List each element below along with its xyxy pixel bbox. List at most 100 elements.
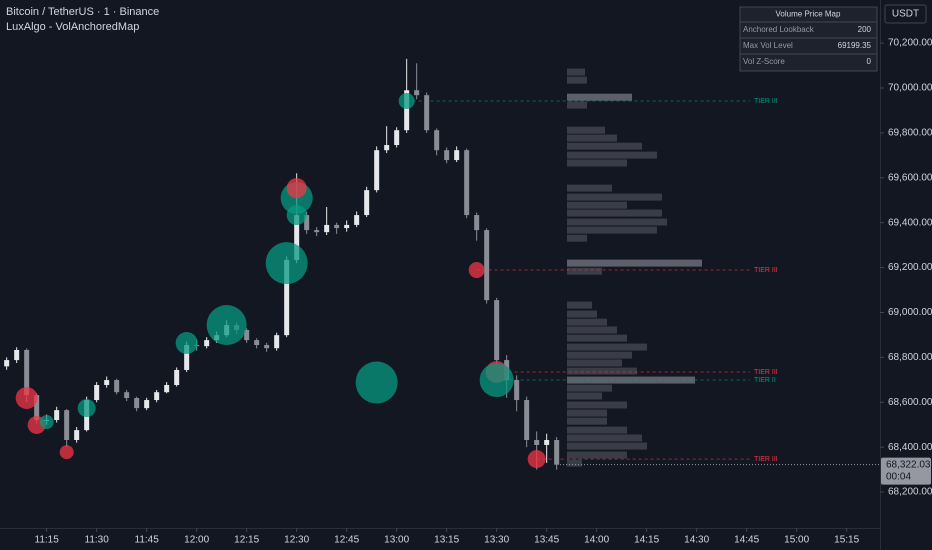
volume-bar — [567, 126, 605, 134]
candle-body — [404, 90, 410, 131]
volume-bar — [567, 218, 667, 226]
indicator-name: LuxAlgo - VolAnchoredMap — [6, 21, 139, 33]
candle-body — [264, 345, 270, 349]
x-tick-label: 14:45 — [734, 535, 759, 546]
y-tick-label: 68,200.00 — [888, 487, 932, 498]
candle-body — [434, 130, 440, 151]
candle-body — [484, 230, 490, 301]
x-tick-label: 15:15 — [834, 535, 859, 546]
candle-body — [464, 150, 470, 216]
volume-bar — [567, 310, 597, 318]
x-tick-label: 11:30 — [85, 535, 110, 546]
table-value: 200 — [858, 25, 872, 34]
volume-bar — [567, 193, 662, 201]
candle-body — [544, 440, 550, 445]
table-label: Max Vol Level — [743, 41, 793, 50]
volume-bar — [567, 234, 587, 242]
volume-bubble — [175, 332, 198, 355]
candle-body — [364, 190, 370, 216]
tier-label: TIER III — [754, 267, 778, 274]
candle-body — [134, 398, 140, 409]
candle-body — [54, 410, 60, 421]
volume-bar — [567, 343, 647, 351]
volume-bar — [567, 359, 622, 367]
volume-bar — [567, 201, 627, 209]
volume-bar — [567, 184, 612, 192]
table-value: 0 — [867, 57, 872, 66]
candle-body — [334, 224, 340, 229]
candle-body — [64, 410, 70, 440]
table-label: Vol Z-Score — [743, 57, 785, 66]
candle-body — [14, 349, 20, 361]
candle-body — [554, 440, 560, 465]
last-price-badge — [881, 457, 931, 485]
x-tick-label: 11:45 — [135, 535, 160, 546]
volume-bar — [567, 384, 612, 392]
volume-bar — [567, 301, 592, 309]
currency-box[interactable] — [884, 4, 927, 24]
y-tick-label: 69,000.00 — [888, 307, 932, 318]
volume-bubble — [265, 242, 308, 285]
volume-bar — [567, 426, 627, 434]
candle-body — [514, 380, 520, 401]
volume-bubble — [355, 361, 398, 404]
candle-body — [114, 380, 120, 393]
candle-body — [454, 150, 460, 161]
candle-body — [304, 215, 310, 231]
volume-bar — [567, 93, 632, 101]
countdown: 00:04 — [886, 471, 911, 482]
volume-bar — [567, 401, 627, 409]
volume-bar — [567, 451, 627, 459]
candle-body — [94, 385, 100, 401]
volume-bar — [567, 134, 617, 142]
volume-bar — [567, 409, 607, 417]
volume-bar — [567, 142, 642, 150]
volume-bar — [567, 209, 662, 217]
volume-bubble — [77, 399, 96, 418]
candle-body — [74, 430, 80, 440]
y-tick-label: 68,800.00 — [888, 352, 932, 363]
candle-body — [184, 345, 190, 370]
x-tick-label: 12:45 — [334, 535, 359, 546]
y-tick-label: 70,000.00 — [888, 83, 932, 94]
candle-body — [244, 330, 250, 341]
candle-body — [344, 224, 350, 229]
volume-bar — [567, 367, 637, 375]
volume-bar — [567, 392, 602, 400]
volume-bar — [567, 434, 642, 442]
y-tick-label: 69,200.00 — [888, 262, 932, 273]
volume-bar — [567, 334, 627, 342]
x-tick-label: 13:45 — [534, 535, 559, 546]
candle-body — [374, 150, 380, 191]
x-tick-label: 14:30 — [684, 535, 709, 546]
candle-body — [284, 259, 290, 336]
x-tick-label: 13:15 — [434, 535, 459, 546]
volume-bar — [567, 226, 657, 234]
y-tick-label: 69,600.00 — [888, 172, 932, 183]
table-value: 69199.35 — [838, 41, 872, 50]
volume-bar — [567, 267, 602, 275]
candle-body — [174, 369, 180, 385]
x-tick-label: 13:30 — [484, 535, 509, 546]
y-tick-label: 68,400.00 — [888, 442, 932, 453]
volume-bar — [567, 417, 607, 425]
candle-body — [124, 392, 130, 399]
volume-bubble — [15, 387, 38, 410]
candle-body — [394, 130, 400, 146]
candle-body — [204, 340, 210, 347]
x-tick-label: 11:15 — [35, 535, 60, 546]
candle-body — [154, 392, 160, 401]
volume-bar — [567, 151, 657, 159]
table-frame — [739, 6, 878, 72]
y-tick-label: 68,600.00 — [888, 397, 932, 408]
volume-bar — [567, 442, 647, 450]
y-tick-label: 70,200.00 — [888, 38, 932, 49]
candle-body — [314, 230, 320, 233]
y-tick-label: 69,400.00 — [888, 217, 932, 228]
candle-body — [294, 215, 300, 260]
volume-bar — [567, 318, 607, 326]
x-tick-label: 13:00 — [384, 535, 409, 546]
x-tick-label: 12:15 — [234, 535, 259, 546]
